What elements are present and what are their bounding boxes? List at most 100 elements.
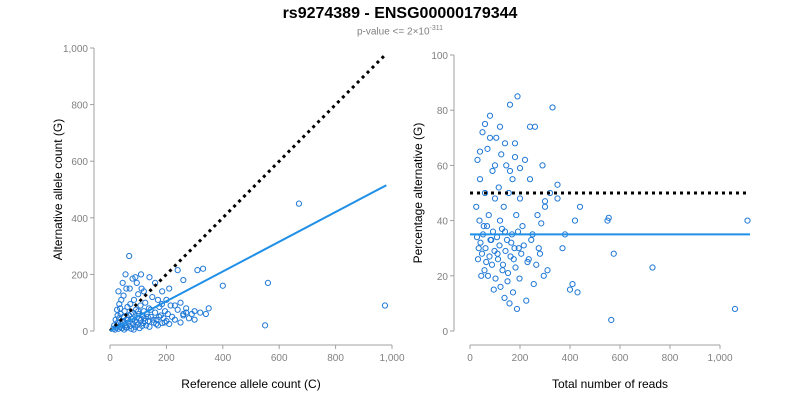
- plot-panel-left: 0 200 400 600 800 1,000 0 200 400 600 800 1,000 Refe…: [51, 44, 405, 391]
- data-point: [159, 288, 166, 295]
- data-point: [482, 245, 489, 252]
- data-point: [146, 323, 153, 330]
- data-point: [540, 272, 547, 279]
- data-point: [122, 271, 129, 278]
- y-tick-label: 20: [437, 272, 449, 283]
- data-point: [498, 151, 505, 158]
- data-point: [605, 214, 612, 221]
- data-point: [510, 256, 517, 263]
- chart-title: rs9274389 - ENSG00000179344: [282, 5, 518, 22]
- y-tick-label: 40: [437, 217, 449, 228]
- data-point: [150, 316, 157, 323]
- data-point: [180, 310, 187, 318]
- data-point: [530, 280, 537, 288]
- data-point: [166, 285, 173, 292]
- data-point: [183, 305, 190, 312]
- data-point: [574, 289, 581, 296]
- x-tick-label: 0: [107, 353, 113, 364]
- data-point: [130, 296, 138, 303]
- data-point: [520, 242, 527, 249]
- data-point: [154, 296, 162, 303]
- data-point: [161, 319, 168, 326]
- data-point: [191, 308, 198, 315]
- data-point: [115, 288, 122, 295]
- data-point: [485, 211, 492, 219]
- data-point: [509, 176, 516, 183]
- data-point: [133, 279, 140, 286]
- data-point: [130, 326, 137, 333]
- data-point: [155, 313, 163, 320]
- data-point: [506, 300, 513, 307]
- data-point: [121, 308, 128, 315]
- data-point: [147, 306, 154, 313]
- chart-subtitle: p-value <= 2×10-311: [0, 25, 800, 37]
- data-point: [519, 223, 526, 230]
- data-point: [164, 310, 171, 318]
- data-point: [177, 299, 184, 306]
- data-point: [135, 291, 142, 298]
- data-point: [491, 247, 498, 255]
- data-point: [146, 274, 153, 281]
- y-tick-label: 200: [71, 270, 88, 281]
- y-tick-label: 60: [437, 161, 449, 172]
- data-point: [518, 250, 525, 257]
- data-point: [516, 165, 524, 172]
- data-point: [153, 320, 160, 328]
- x-tick-label: 400: [562, 353, 579, 364]
- plot-panel-right: 0 200 400 600 800 1,000 0 20 40 60 80 100 Total numb…: [411, 51, 751, 391]
- data-point: [500, 203, 507, 210]
- data-point: [120, 292, 127, 299]
- data-point: [141, 317, 149, 325]
- y-tick-label: 100: [431, 51, 448, 62]
- data-point: [541, 198, 549, 205]
- data-point: [526, 123, 534, 130]
- data-point: [504, 278, 511, 285]
- data-point: [474, 156, 481, 163]
- data-point: [514, 93, 521, 100]
- data-point: [137, 302, 144, 309]
- data-point: [135, 308, 142, 315]
- data-point: [484, 272, 492, 279]
- data-point: [486, 134, 494, 141]
- fit-line: [109, 184, 387, 332]
- data-point: [494, 256, 502, 263]
- data-point: [534, 211, 541, 219]
- data-point: [496, 123, 504, 130]
- x-axis-label: Total number of reads: [552, 377, 668, 391]
- data-point: [513, 211, 520, 219]
- data-point: [199, 265, 207, 272]
- data-point: [744, 217, 751, 224]
- data-point: [180, 276, 187, 284]
- data-point: [140, 288, 147, 295]
- x-tick-label: 0: [467, 353, 473, 364]
- data-point: [554, 195, 561, 202]
- data-point: [219, 282, 226, 289]
- data-point: [608, 316, 615, 324]
- data-point: [566, 286, 574, 293]
- reference-line: [108, 52, 388, 333]
- data-point: [526, 176, 534, 183]
- data-point: [119, 279, 126, 286]
- data-point: [554, 181, 561, 188]
- subtitle-prefix: p-value <= 2×10: [356, 26, 430, 38]
- data-point: [142, 299, 149, 306]
- data-point: [481, 267, 488, 274]
- data-point: [498, 225, 506, 232]
- data-point: [489, 167, 496, 175]
- y-tick-label: 0: [82, 327, 88, 338]
- data-point: [539, 162, 546, 169]
- data-point: [152, 309, 159, 316]
- data-point: [197, 309, 204, 316]
- data-point: [479, 129, 486, 136]
- data-point: [477, 239, 484, 246]
- data-point: [490, 286, 497, 293]
- data-point: [122, 324, 129, 331]
- data-point: [525, 256, 532, 263]
- data-point: [493, 134, 500, 141]
- data-point: [481, 120, 489, 128]
- data-point: [512, 264, 519, 271]
- data-point: [511, 245, 518, 252]
- data-point: [194, 267, 201, 274]
- data-point: [171, 302, 178, 309]
